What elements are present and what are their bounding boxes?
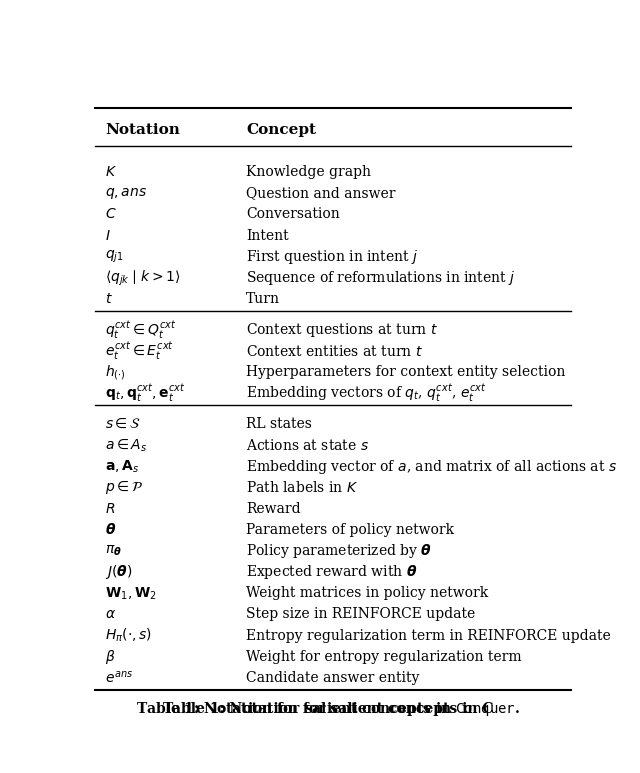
Text: Conversation: Conversation xyxy=(246,207,340,222)
Text: Embedding vector of $a$, and matrix of all actions at $s$: Embedding vector of $a$, and matrix of a… xyxy=(246,458,618,475)
Text: Actions at state $s$: Actions at state $s$ xyxy=(246,438,369,453)
Text: Knowledge graph: Knowledge graph xyxy=(246,165,371,179)
Text: $a \in A_s$: $a \in A_s$ xyxy=(105,438,147,454)
Text: $q_t^{cxt} \in Q_t^{cxt}$: $q_t^{cxt} \in Q_t^{cxt}$ xyxy=(105,319,176,341)
Text: $\beta$: $\beta$ xyxy=(105,648,115,666)
Text: $J(\boldsymbol{\theta})$: $J(\boldsymbol{\theta})$ xyxy=(105,564,132,581)
Text: $\alpha$: $\alpha$ xyxy=(105,608,116,621)
Text: $I$: $I$ xyxy=(105,229,111,243)
Text: Weight for entropy regularization term: Weight for entropy regularization term xyxy=(246,650,522,664)
Text: $p \in \mathcal{P}$: $p \in \mathcal{P}$ xyxy=(105,479,143,496)
Text: $t$: $t$ xyxy=(105,292,113,306)
Text: Table 1: Notation for salient concepts in $\mathtt{Conquer}$.: Table 1: Notation for salient concepts i… xyxy=(136,700,520,718)
Text: RL states: RL states xyxy=(246,417,312,431)
Text: First question in intent $j$: First question in intent $j$ xyxy=(246,247,419,266)
Text: $h_{(\cdot)}$: $h_{(\cdot)}$ xyxy=(105,363,125,382)
Text: Intent: Intent xyxy=(246,229,289,243)
Text: Step size in REINFORCE update: Step size in REINFORCE update xyxy=(246,608,476,621)
Text: Table 1: Notation for salient concepts in Conquer.: Table 1: Notation for salient concepts i… xyxy=(0,772,1,773)
Text: $R$: $R$ xyxy=(105,502,115,516)
Text: Expected reward with $\boldsymbol{\theta}$: Expected reward with $\boldsymbol{\theta… xyxy=(246,564,417,581)
Text: Concept: Concept xyxy=(246,123,316,138)
Text: Question and answer: Question and answer xyxy=(246,186,396,200)
Text: Context entities at turn $t$: Context entities at turn $t$ xyxy=(246,343,423,359)
Text: Context questions at turn $t$: Context questions at turn $t$ xyxy=(246,321,438,339)
Text: Weight matrices in policy network: Weight matrices in policy network xyxy=(246,587,488,601)
Text: $H_\pi(\cdot, s)$: $H_\pi(\cdot, s)$ xyxy=(105,627,152,645)
Text: $C$: $C$ xyxy=(105,207,116,222)
Text: $K$: $K$ xyxy=(105,165,117,179)
Text: $\mathbf{W}_1, \mathbf{W}_2$: $\mathbf{W}_1, \mathbf{W}_2$ xyxy=(105,585,157,601)
Text: $\pi_{\boldsymbol{\theta}}$: $\pi_{\boldsymbol{\theta}}$ xyxy=(105,544,122,558)
Text: Notation: Notation xyxy=(105,123,180,138)
Text: Entropy regularization term in REINFORCE update: Entropy regularization term in REINFORCE… xyxy=(246,628,611,642)
Text: $\mathbf{q}_t, \mathbf{q}_t^{cxt}, \mathbf{e}_t^{cxt}$: $\mathbf{q}_t, \mathbf{q}_t^{cxt}, \math… xyxy=(105,383,186,404)
Text: $\langle q_{jk} \mid k > 1 \rangle$: $\langle q_{jk} \mid k > 1 \rangle$ xyxy=(105,268,180,288)
Text: Policy parameterized by $\boldsymbol{\theta}$: Policy parameterized by $\boldsymbol{\th… xyxy=(246,542,432,560)
Text: $e^{ans}$: $e^{ans}$ xyxy=(105,670,133,686)
Text: $\boldsymbol{\theta}$: $\boldsymbol{\theta}$ xyxy=(105,523,116,537)
Text: Embedding vectors of $q_t$, $q_t^{cxt}$, $e_t^{cxt}$: Embedding vectors of $q_t$, $q_t^{cxt}$,… xyxy=(246,383,486,404)
Text: $\mathbf{a}, \mathbf{A}_s$: $\mathbf{a}, \mathbf{A}_s$ xyxy=(105,458,139,475)
Text: Path labels in $K$: Path labels in $K$ xyxy=(246,480,358,495)
Text: Table 1: Notation for salient concepts in C: Table 1: Notation for salient concepts i… xyxy=(163,702,493,716)
Text: Parameters of policy network: Parameters of policy network xyxy=(246,523,454,537)
Text: $s \in \mathcal{S}$: $s \in \mathcal{S}$ xyxy=(105,417,141,431)
Text: Hyperparameters for context entity selection: Hyperparameters for context entity selec… xyxy=(246,365,566,380)
Text: Reward: Reward xyxy=(246,502,301,516)
Text: Sequence of reformulations in intent $j$: Sequence of reformulations in intent $j$ xyxy=(246,269,515,287)
Text: Candidate answer entity: Candidate answer entity xyxy=(246,671,420,685)
Text: Turn: Turn xyxy=(246,292,280,306)
Text: $q, ans$: $q, ans$ xyxy=(105,186,147,201)
Text: $e_t^{cxt} \in E_t^{cxt}$: $e_t^{cxt} \in E_t^{cxt}$ xyxy=(105,340,173,362)
Text: $q_{j1}$: $q_{j1}$ xyxy=(105,249,124,265)
